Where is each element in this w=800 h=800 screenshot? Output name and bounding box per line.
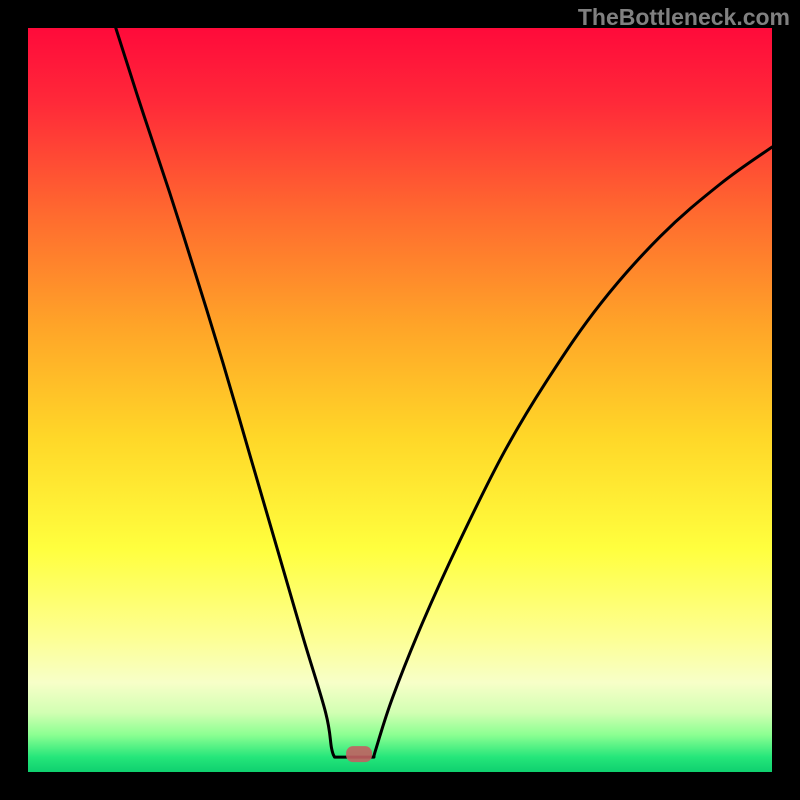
optimal-marker [346, 746, 372, 762]
chart-container: TheBottleneck.com [0, 0, 800, 800]
curve-layer [28, 28, 772, 772]
bottleneck-curve [116, 28, 772, 757]
watermark-text: TheBottleneck.com [578, 4, 790, 31]
plot-area [28, 28, 772, 772]
